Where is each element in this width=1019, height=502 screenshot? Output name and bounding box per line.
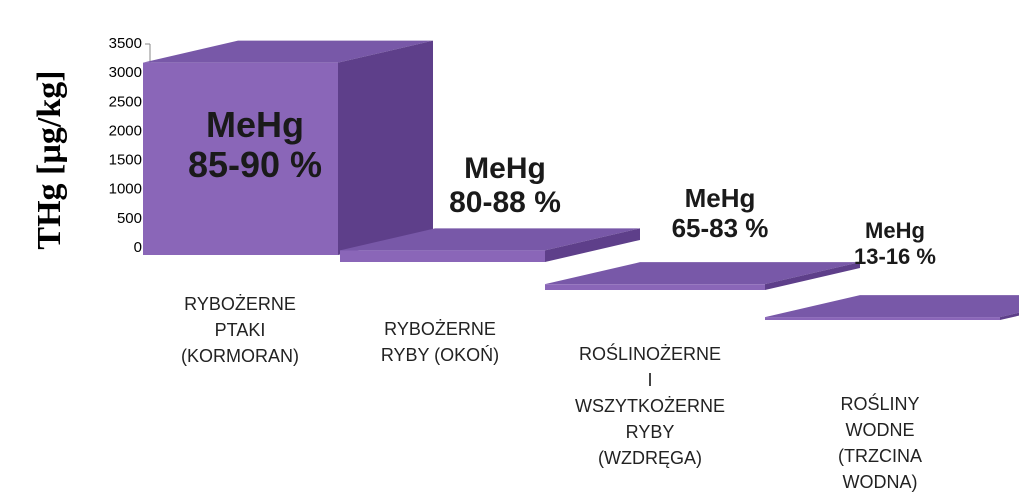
y-tick-label: 500	[117, 210, 142, 227]
bar-top	[765, 295, 1019, 318]
bar	[765, 317, 1000, 320]
bar-top	[340, 228, 640, 251]
y-tick-label: 0	[134, 239, 142, 256]
y-tick-label: 3500	[109, 35, 142, 52]
annotation: MeHg 85-90 %	[188, 104, 322, 185]
x-tick-label: RYBOŻERNE PTAKI (KORMORAN)	[181, 294, 299, 366]
annotation: MeHg 80-88 %	[449, 152, 561, 219]
bar	[340, 250, 545, 262]
y-tick-label: 1000	[109, 181, 142, 198]
bar-side	[765, 262, 860, 290]
bar-top	[143, 40, 433, 63]
x-tick-label: ROŚLINOŻERNE I WSZYTKOŻERNE RYBY (WZDRĘGA)	[575, 343, 725, 468]
x-tick-label: RYBOŻERNE RYBY (OKOŃ)	[381, 319, 499, 365]
bar-side	[545, 228, 640, 262]
annotation: MeHg 65-83 %	[672, 183, 769, 243]
annotation: MeHg 13-16 %	[854, 218, 936, 269]
bar	[143, 62, 338, 256]
y-tick-label: 1500	[109, 152, 142, 169]
bar	[545, 284, 765, 290]
bar-side	[338, 40, 433, 256]
bar-top	[545, 262, 860, 285]
y-axis-label: THg [µg/kg]	[31, 70, 68, 249]
x-tick-label: ROŚLINY WODNE (TRZCINA WODNA)	[838, 393, 922, 492]
y-tick-label: 2000	[109, 122, 142, 139]
y-tick-label: 3000	[109, 64, 142, 81]
y-tick-label: 2500	[109, 93, 142, 110]
bar-side	[1000, 312, 1019, 320]
